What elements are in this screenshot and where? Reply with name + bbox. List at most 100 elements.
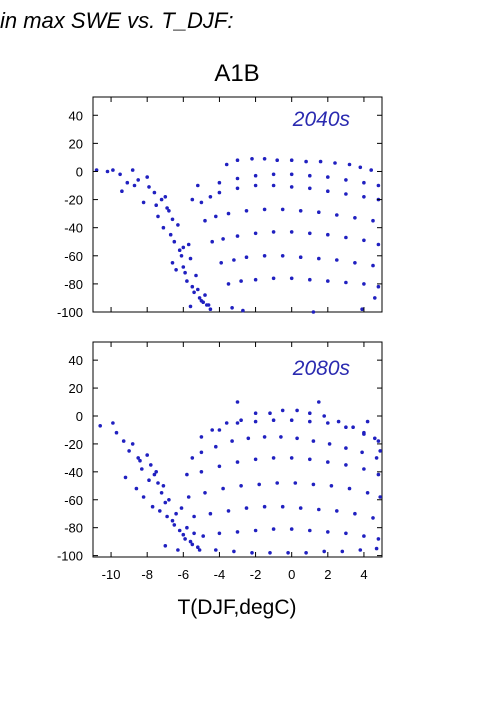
data-point xyxy=(293,481,298,485)
data-point xyxy=(253,419,258,424)
data-point xyxy=(351,425,355,430)
data-point xyxy=(289,527,294,531)
data-point xyxy=(373,436,377,441)
y-tick-label: -80 xyxy=(64,521,83,536)
data-point xyxy=(311,310,316,314)
data-point xyxy=(208,195,213,199)
data-point xyxy=(235,158,240,162)
data-point xyxy=(371,516,375,520)
data-point xyxy=(253,411,258,416)
data-point xyxy=(196,287,200,292)
data-point xyxy=(168,232,173,237)
data-point xyxy=(308,231,312,236)
x-tick-label: -6 xyxy=(178,567,190,582)
data-point xyxy=(235,400,240,404)
data-point xyxy=(217,464,222,469)
data-point xyxy=(217,428,222,432)
data-point xyxy=(208,307,213,312)
data-point xyxy=(199,435,204,439)
data-point xyxy=(360,450,364,455)
plot-frame-top xyxy=(92,96,383,313)
data-point xyxy=(197,296,202,300)
data-point xyxy=(132,183,137,188)
data-point xyxy=(172,239,177,244)
data-point xyxy=(289,418,294,423)
data-point xyxy=(192,531,196,536)
data-point xyxy=(199,200,204,205)
y-tick-label: 40 xyxy=(69,108,83,123)
data-point xyxy=(120,189,124,193)
data-point xyxy=(378,495,383,499)
data-point xyxy=(289,185,294,189)
data-point xyxy=(317,507,321,512)
axis-ticks-top: -100 -80 -60 -40 -20 0 20 40 xyxy=(57,97,382,320)
data-point xyxy=(327,442,332,446)
y-tick-label: -80 xyxy=(64,277,83,292)
data-point xyxy=(326,421,330,425)
data-point xyxy=(217,531,222,536)
data-point xyxy=(186,242,191,247)
data-point xyxy=(374,546,379,551)
scenario-title: A1B xyxy=(214,60,259,87)
plot-frame-bottom xyxy=(92,341,383,558)
data-point xyxy=(374,456,379,460)
data-point xyxy=(190,197,195,202)
data-point xyxy=(125,180,130,185)
data-point xyxy=(308,186,312,191)
data-point xyxy=(226,211,231,216)
data-point xyxy=(344,178,348,182)
data-point xyxy=(326,530,330,534)
data-point xyxy=(170,217,175,222)
data-point xyxy=(159,197,164,202)
data-point xyxy=(308,173,312,178)
data-point xyxy=(136,178,140,182)
data-point xyxy=(280,207,285,212)
data-point xyxy=(221,237,225,241)
data-point xyxy=(289,456,294,460)
data-point xyxy=(308,528,312,533)
data-point xyxy=(304,159,308,164)
data-point xyxy=(271,456,276,460)
data-point xyxy=(177,248,182,252)
data-point xyxy=(192,514,196,519)
data-point xyxy=(176,548,180,552)
data-point xyxy=(232,258,236,262)
data-point xyxy=(203,218,207,223)
data-point xyxy=(201,534,205,538)
y-tick-label: -100 xyxy=(57,549,83,564)
data-point xyxy=(179,254,184,258)
data-point xyxy=(224,421,229,425)
data-point xyxy=(156,481,160,485)
data-point xyxy=(156,214,160,219)
data-point xyxy=(271,172,276,177)
data-point xyxy=(130,442,135,446)
data-point xyxy=(286,551,290,555)
data-point xyxy=(271,418,276,423)
data-point xyxy=(208,511,213,516)
data-point xyxy=(147,478,151,483)
data-point xyxy=(186,495,191,499)
data-point xyxy=(179,506,184,510)
data-point xyxy=(167,209,171,213)
data-point xyxy=(311,482,316,487)
data-point xyxy=(121,439,126,443)
data-point xyxy=(326,279,330,283)
data-point xyxy=(235,186,240,191)
data-point xyxy=(335,213,339,217)
data-point xyxy=(98,424,102,428)
x-axis-label: T(DJF,degC) xyxy=(177,596,296,619)
data-point xyxy=(176,223,180,227)
data-point xyxy=(362,238,366,243)
data-point xyxy=(130,168,135,172)
data-point xyxy=(344,235,348,240)
data-point xyxy=(262,254,267,258)
data-point xyxy=(257,482,262,487)
data-point xyxy=(335,258,339,262)
data-point xyxy=(161,225,166,230)
data-point xyxy=(167,498,171,502)
data-point xyxy=(241,308,245,313)
data-point xyxy=(152,472,157,477)
data-point xyxy=(253,528,258,533)
data-point xyxy=(203,293,207,297)
y-tick-label: 0 xyxy=(76,409,83,424)
